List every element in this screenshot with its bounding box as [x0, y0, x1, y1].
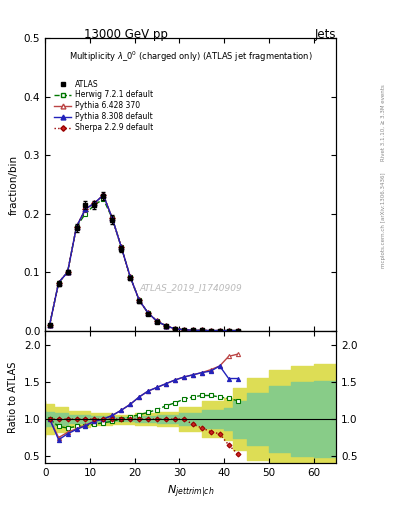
Text: ATLAS_2019_I1740909: ATLAS_2019_I1740909 [139, 284, 242, 292]
X-axis label: $N_{\mathit{jettrim|ch}}$: $N_{\mathit{jettrim|ch}}$ [167, 484, 215, 500]
Text: 13000 GeV pp: 13000 GeV pp [84, 28, 168, 41]
Text: mcplots.cern.ch [arXiv:1306.3436]: mcplots.cern.ch [arXiv:1306.3436] [381, 173, 386, 268]
Text: Multiplicity $\lambda\_0^0$ (charged only) (ATLAS jet fragmentation): Multiplicity $\lambda\_0^0$ (charged onl… [69, 50, 312, 65]
Legend: ATLAS, Herwig 7.2.1 default, Pythia 6.428 370, Pythia 8.308 default, Sherpa 2.2.: ATLAS, Herwig 7.2.1 default, Pythia 6.42… [52, 77, 155, 135]
Y-axis label: fraction/bin: fraction/bin [8, 155, 18, 215]
Text: Rivet 3.1.10, ≥ 3.3M events: Rivet 3.1.10, ≥ 3.3M events [381, 84, 386, 161]
Text: Jets: Jets [314, 28, 336, 41]
Y-axis label: Ratio to ATLAS: Ratio to ATLAS [8, 361, 18, 433]
